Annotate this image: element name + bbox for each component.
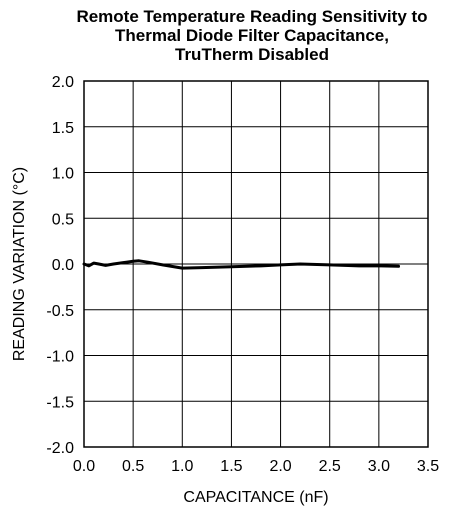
- y-axis-label: READING VARIATION (°C): [11, 167, 28, 361]
- y-tick-label: 1.5: [52, 120, 74, 137]
- x-tick-label: 2.5: [319, 458, 341, 475]
- grid: [83, 80, 429, 448]
- x-tick-label: 1.0: [171, 458, 193, 475]
- y-tick-label: 1.0: [52, 166, 74, 183]
- chart-title-line-1: Remote Temperature Reading Sensitivity t…: [76, 7, 427, 26]
- x-tick-label: 3.0: [368, 458, 390, 475]
- y-tick-label: -1.0: [46, 349, 74, 366]
- y-tick-label: 2.0: [52, 74, 74, 91]
- y-tick-label: 0.5: [52, 211, 74, 228]
- x-tick-label: 2.0: [269, 458, 291, 475]
- y-tick-label: -2.0: [46, 440, 74, 457]
- x-tick-label: 3.5: [417, 458, 439, 475]
- x-axis-label: CAPACITANCE (nF): [183, 489, 328, 506]
- chart-title-line-2: Thermal Diode Filter Capacitance,: [115, 26, 389, 45]
- x-tick-labels: 0.0 0.5 1.0 1.5 2.0 2.5 3.0 3.5: [73, 458, 439, 475]
- chart-title-line-3: TruTherm Disabled: [175, 45, 329, 64]
- series-line: [82, 259, 401, 270]
- y-tick-label: -1.5: [46, 394, 74, 411]
- y-tick-label: 0.0: [52, 257, 74, 274]
- x-tick-label: 1.5: [220, 458, 242, 475]
- x-tick-label: 0.5: [122, 458, 144, 475]
- y-tick-labels: 2.0 1.5 1.0 0.5 0.0 -0.5 -1.0 -1.5 -2.0: [46, 74, 74, 457]
- y-tick-label: -0.5: [46, 303, 74, 320]
- x-tick-label: 0.0: [73, 458, 95, 475]
